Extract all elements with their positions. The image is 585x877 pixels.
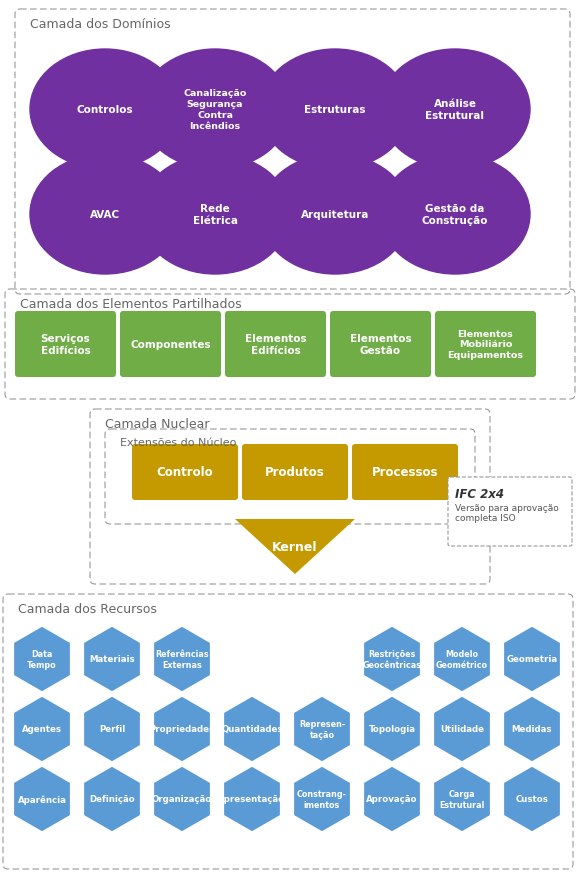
- Text: Processos: Processos: [371, 466, 438, 479]
- FancyBboxPatch shape: [242, 445, 348, 501]
- Polygon shape: [84, 766, 140, 832]
- Polygon shape: [153, 766, 211, 832]
- Polygon shape: [153, 696, 211, 762]
- Text: Utilidade: Utilidade: [440, 724, 484, 734]
- FancyBboxPatch shape: [120, 311, 221, 378]
- FancyBboxPatch shape: [448, 477, 572, 546]
- Ellipse shape: [140, 155, 290, 275]
- Text: Medidas: Medidas: [512, 724, 552, 734]
- Text: Referências
Externas: Referências Externas: [155, 650, 209, 669]
- Text: Aprovação: Aprovação: [366, 795, 418, 803]
- Ellipse shape: [140, 50, 290, 170]
- Text: Camada dos Recursos: Camada dos Recursos: [18, 602, 157, 616]
- Text: Organização: Organização: [152, 795, 212, 803]
- Text: Análise
Estrutural: Análise Estrutural: [425, 99, 484, 121]
- Text: Represen-
tação: Represen- tação: [299, 720, 345, 738]
- Text: IFC 2x4: IFC 2x4: [455, 488, 504, 501]
- Polygon shape: [13, 766, 71, 832]
- Text: Data
Tempo: Data Tempo: [27, 650, 57, 669]
- Text: Controlos: Controlos: [77, 105, 133, 115]
- Text: Gestão da
Construção: Gestão da Construção: [422, 203, 488, 226]
- Polygon shape: [84, 696, 140, 762]
- Text: Perfil: Perfil: [99, 724, 125, 734]
- Text: Elementos
Mobiliário
Equipamentos: Elementos Mobiliário Equipamentos: [448, 330, 524, 360]
- Text: Serviços
Edifícios: Serviços Edifícios: [40, 334, 90, 355]
- FancyBboxPatch shape: [435, 311, 536, 378]
- FancyBboxPatch shape: [330, 311, 431, 378]
- Text: Restrições
Geocêntricas: Restrições Geocêntricas: [363, 650, 422, 669]
- Ellipse shape: [260, 155, 410, 275]
- Polygon shape: [504, 626, 560, 692]
- Text: AVAC: AVAC: [90, 210, 120, 220]
- Text: Componentes: Componentes: [130, 339, 211, 350]
- Text: Camada dos Domínios: Camada dos Domínios: [30, 18, 171, 31]
- Polygon shape: [294, 766, 350, 832]
- Text: Modelo
Geométrico: Modelo Geométrico: [436, 650, 488, 669]
- Polygon shape: [223, 696, 281, 762]
- Ellipse shape: [260, 50, 410, 170]
- Text: Quantidades: Quantidades: [221, 724, 283, 734]
- Polygon shape: [363, 696, 421, 762]
- Polygon shape: [13, 626, 71, 692]
- Polygon shape: [433, 696, 491, 762]
- Text: Agentes: Agentes: [22, 724, 62, 734]
- Text: Arquitetura: Arquitetura: [301, 210, 369, 220]
- Text: Camada dos Elementos Partilhados: Camada dos Elementos Partilhados: [20, 297, 242, 310]
- Text: Aparência: Aparência: [18, 795, 67, 804]
- Text: Estruturas: Estruturas: [304, 105, 366, 115]
- Text: Produtos: Produtos: [265, 466, 325, 479]
- Polygon shape: [13, 696, 71, 762]
- Ellipse shape: [30, 50, 180, 170]
- Polygon shape: [504, 696, 560, 762]
- FancyBboxPatch shape: [352, 445, 458, 501]
- Polygon shape: [84, 626, 140, 692]
- Text: Constrang-
imentos: Constrang- imentos: [297, 789, 347, 809]
- Polygon shape: [504, 766, 560, 832]
- Ellipse shape: [380, 155, 530, 275]
- Text: Definição: Definição: [89, 795, 135, 803]
- FancyBboxPatch shape: [15, 311, 116, 378]
- Text: Canalização
Segurança
Contra
Incêndios: Canalização Segurança Contra Incêndios: [183, 89, 247, 131]
- Text: Elementos
Edifícios: Elementos Edifícios: [245, 334, 307, 355]
- FancyBboxPatch shape: [132, 445, 238, 501]
- Text: Extensões do Núcleo: Extensões do Núcleo: [120, 438, 236, 447]
- Text: Topologia: Topologia: [369, 724, 415, 734]
- Polygon shape: [433, 626, 491, 692]
- Ellipse shape: [30, 155, 180, 275]
- Text: Custos: Custos: [515, 795, 549, 803]
- Text: Propriedades: Propriedades: [149, 724, 215, 734]
- Polygon shape: [223, 766, 281, 832]
- Text: Rede
Elétrica: Rede Elétrica: [192, 203, 238, 226]
- Text: Materiais: Materiais: [89, 655, 135, 664]
- FancyBboxPatch shape: [225, 311, 326, 378]
- Text: Camada Nuclear: Camada Nuclear: [105, 417, 209, 431]
- Ellipse shape: [380, 50, 530, 170]
- Polygon shape: [294, 696, 350, 762]
- Text: Versão para aprovação
completa ISO: Versão para aprovação completa ISO: [455, 503, 559, 523]
- Text: Geometria: Geometria: [507, 655, 558, 664]
- Polygon shape: [153, 626, 211, 692]
- Polygon shape: [235, 519, 355, 574]
- Text: Kernel: Kernel: [272, 540, 318, 553]
- Text: Controlo: Controlo: [157, 466, 214, 479]
- Text: Apresentação: Apresentação: [218, 795, 285, 803]
- Text: Carga
Estrutural: Carga Estrutural: [439, 789, 485, 809]
- Polygon shape: [363, 626, 421, 692]
- Polygon shape: [433, 766, 491, 832]
- Text: Elementos
Gestão: Elementos Gestão: [350, 334, 411, 355]
- Polygon shape: [363, 766, 421, 832]
